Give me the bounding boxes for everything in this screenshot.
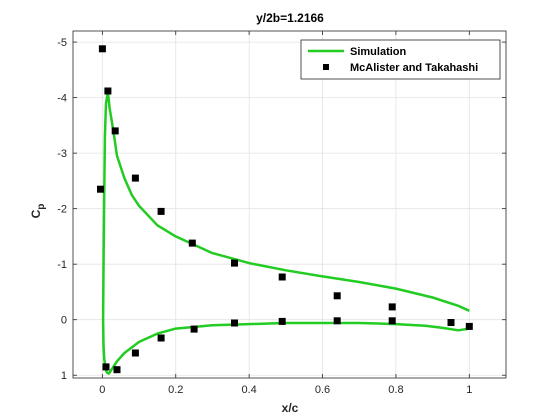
y-axis-label: Cp: [29, 204, 47, 219]
series-layer: [97, 45, 473, 375]
plot-border: [72, 30, 507, 379]
y-axis-label-group: Cp: [29, 204, 47, 219]
experiment-point: [157, 207, 165, 215]
experiment-point: [388, 303, 396, 311]
x-tick-label: 0.2: [168, 384, 183, 396]
experiment-point: [157, 334, 165, 342]
x-tick-label: 0.8: [388, 384, 403, 396]
legend-experiment-label: McAlister and Takahashi: [350, 62, 478, 74]
experiment-point: [278, 273, 286, 281]
x-tick-label: 0.6: [315, 384, 330, 396]
y-axis-label-main: C: [29, 209, 43, 218]
y-tick-label: -4: [57, 93, 67, 105]
experiment-point: [190, 325, 198, 333]
ticks: 0 0.2 0.4 0.6 0.8 1 -5 -4 -3 -2 -1 0 1: [57, 31, 506, 396]
y-tick-label: -5: [57, 37, 67, 49]
y-tick-label: -1: [57, 259, 67, 271]
experiment-point: [102, 363, 110, 371]
x-tick-label: 0: [99, 384, 105, 396]
experiment-point: [333, 292, 341, 300]
experiment-point: [98, 45, 106, 53]
x-tick-label: 0.4: [241, 384, 256, 396]
experiment-point: [231, 319, 238, 327]
experiment-point: [231, 259, 238, 267]
y-tick-label: -3: [57, 148, 67, 160]
legend: Simulation McAlister and Takahashi: [300, 39, 501, 80]
experiment-point: [104, 87, 112, 95]
experiment-point: [465, 322, 473, 330]
plot-area: [73, 31, 506, 378]
y-tick-label: 1: [61, 370, 67, 382]
legend-experiment-swatch: [323, 64, 329, 70]
chart-title: y/2b=1.2166: [256, 11, 324, 25]
experiment-point: [388, 317, 396, 325]
y-axis-label-subscript: p: [36, 204, 47, 210]
experiment-point: [131, 174, 139, 182]
experiment-point: [447, 319, 455, 326]
legend-box: [300, 39, 501, 80]
x-axis-label: x/c: [282, 401, 299, 415]
legend-simulation-label: Simulation: [350, 46, 407, 58]
experiment-point: [131, 349, 139, 357]
experiment-point: [278, 317, 286, 325]
experiment-point: [113, 366, 121, 374]
x-tick-label: 1: [466, 384, 472, 396]
y-tick-label: -2: [57, 204, 67, 216]
y-tick-label: 0: [61, 315, 67, 327]
experiment-point: [333, 317, 341, 325]
experiment-point: [97, 185, 104, 193]
experiment-point: [188, 239, 196, 247]
experiment-point: [111, 127, 119, 135]
